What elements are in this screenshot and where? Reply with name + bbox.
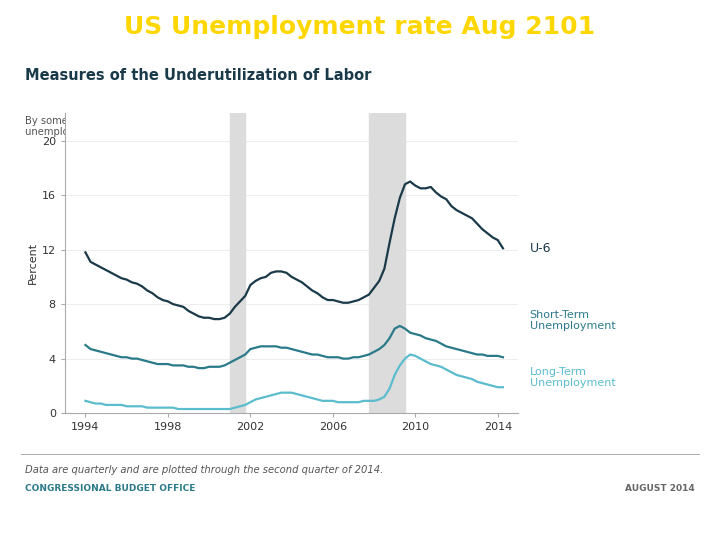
Bar	[32, 4, 35, 50]
Bar	[3, 4, 6, 50]
Text: U-6: U-6	[530, 242, 551, 255]
Bar	[26, 4, 29, 50]
Bar	[66, 4, 69, 50]
Text: Measures of the Underutilization of Labor: Measures of the Underutilization of Labo…	[24, 68, 371, 83]
Text: By some measures, the underutilization of labor remains quite high, but the rate: By some measures, the underutilization o…	[24, 116, 497, 138]
Text: CONGRESSIONAL BUDGET OFFICE: CONGRESSIONAL BUDGET OFFICE	[24, 484, 195, 493]
Text: Data are quarterly and are plotted through the second quarter of 2014.: Data are quarterly and are plotted throu…	[24, 465, 383, 475]
Bar	[49, 4, 52, 50]
Bar	[9, 4, 12, 50]
Bar	[37, 4, 40, 50]
Text: Short-Term
Unemployment: Short-Term Unemployment	[530, 309, 616, 331]
Bar	[230, 113, 246, 413]
Y-axis label: Percent: Percent	[27, 242, 37, 285]
Bar	[14, 4, 17, 50]
Text: AUGUST 2014: AUGUST 2014	[626, 484, 696, 493]
Bar	[60, 4, 63, 50]
Text: Long-Term
Unemployment: Long-Term Unemployment	[530, 367, 616, 388]
Bar	[55, 4, 58, 50]
Text: CBA. Kuwait University: CBA. Kuwait University	[562, 513, 706, 526]
Bar	[43, 4, 46, 50]
Text: Prof. M. El-Sakka: Prof. M. El-Sakka	[307, 513, 413, 526]
Bar	[369, 113, 405, 413]
Text: US Unemployment rate Aug 2101: US Unemployment rate Aug 2101	[125, 15, 595, 39]
Text: Macroeconomic Theory: Macroeconomic Theory	[14, 513, 160, 526]
Bar	[20, 4, 23, 50]
